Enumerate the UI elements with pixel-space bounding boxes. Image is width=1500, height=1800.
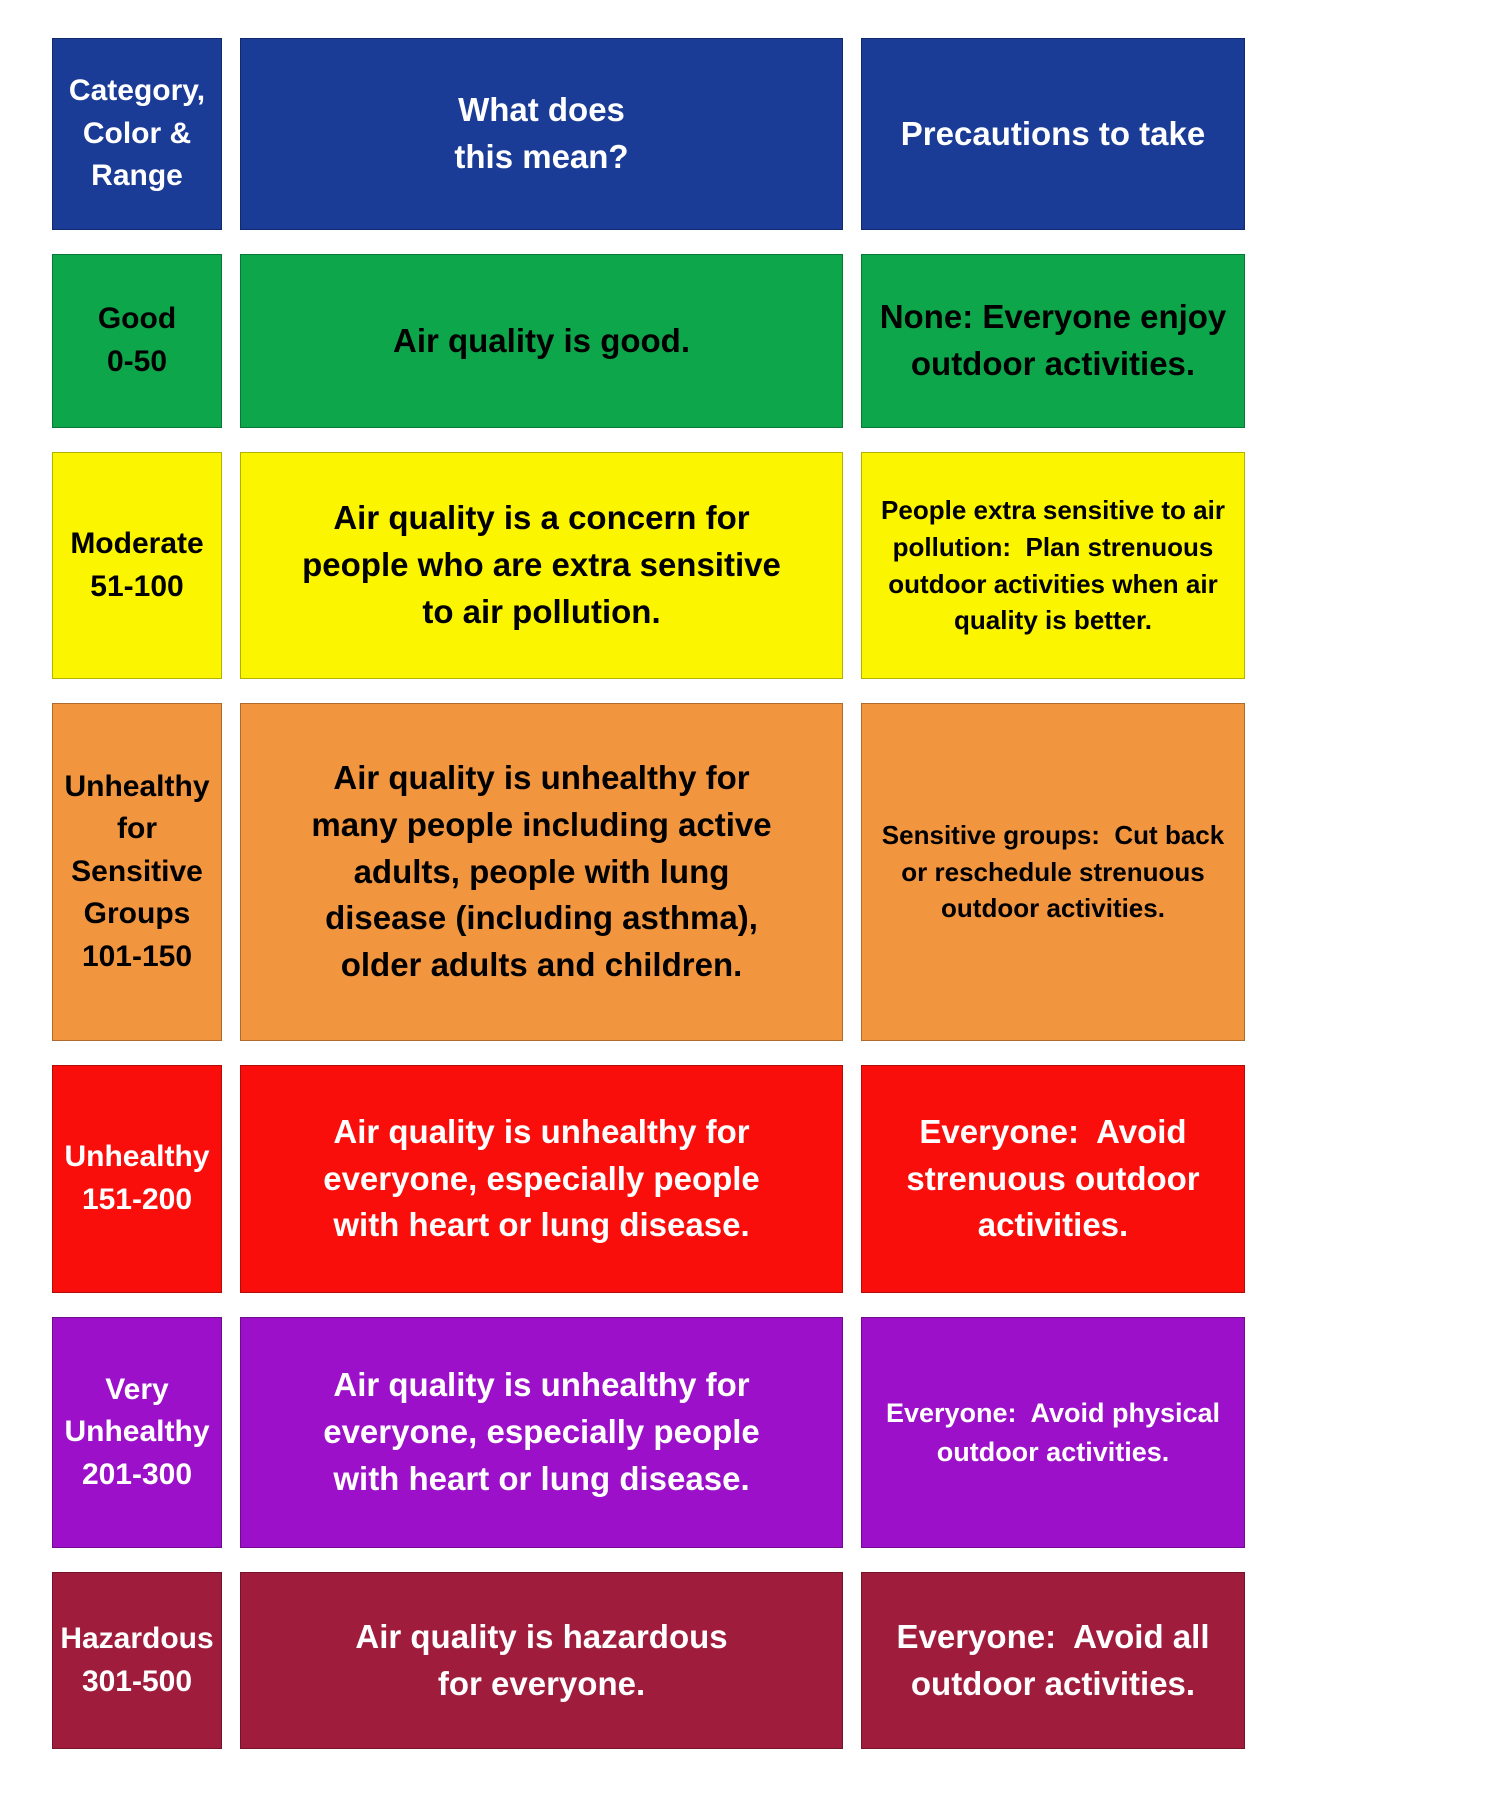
header-cell-precautions: Precautions to take (861, 38, 1245, 230)
row-good-precautions-cell: None: Everyone enjoy outdoor activities. (861, 254, 1245, 428)
header-cell-category-color-range: Category, Color & Range (52, 38, 222, 230)
row-unhealthy-meaning-cell: Air quality is unhealthy for everyone, e… (240, 1065, 843, 1293)
row-moderate-category-cell: Moderate 51-100 (52, 452, 222, 679)
row-hazardous-meaning-cell: Air quality is hazardous for everyone. (240, 1572, 843, 1749)
row-unhealthy-sensitive-groups-precautions-cell: Sensitive groups: Cut back or reschedule… (861, 703, 1245, 1041)
row-very-unhealthy-precautions-cell: Everyone: Avoid physical outdoor activit… (861, 1317, 1245, 1548)
row-unhealthy-precautions-cell: Everyone: Avoid strenuous outdoor activi… (861, 1065, 1245, 1293)
row-unhealthy-sensitive-groups-category-cell: Unhealthy for Sensitive Groups 101-150 (52, 703, 222, 1041)
row-good-category-cell: Good 0-50 (52, 254, 222, 428)
row-good-meaning-cell: Air quality is good. (240, 254, 843, 428)
row-moderate-meaning-cell: Air quality is a concern for people who … (240, 452, 843, 679)
row-unhealthy-sensitive-groups-meaning-cell: Air quality is unhealthy for many people… (240, 703, 843, 1041)
row-hazardous-precautions-cell: Everyone: Avoid all outdoor activities. (861, 1572, 1245, 1749)
row-unhealthy-category-cell: Unhealthy 151-200 (52, 1065, 222, 1293)
row-very-unhealthy-category-cell: Very Unhealthy 201-300 (52, 1317, 222, 1548)
header-cell-what-does-this-mean: What does this mean? (240, 38, 843, 230)
row-hazardous-category-cell: Hazardous 301-500 (52, 1572, 222, 1749)
row-very-unhealthy-meaning-cell: Air quality is unhealthy for everyone, e… (240, 1317, 843, 1548)
row-moderate-precautions-cell: People extra sensitive to air pollution:… (861, 452, 1245, 679)
aqi-table: Category, Color & Range What does this m… (52, 0, 1245, 1749)
